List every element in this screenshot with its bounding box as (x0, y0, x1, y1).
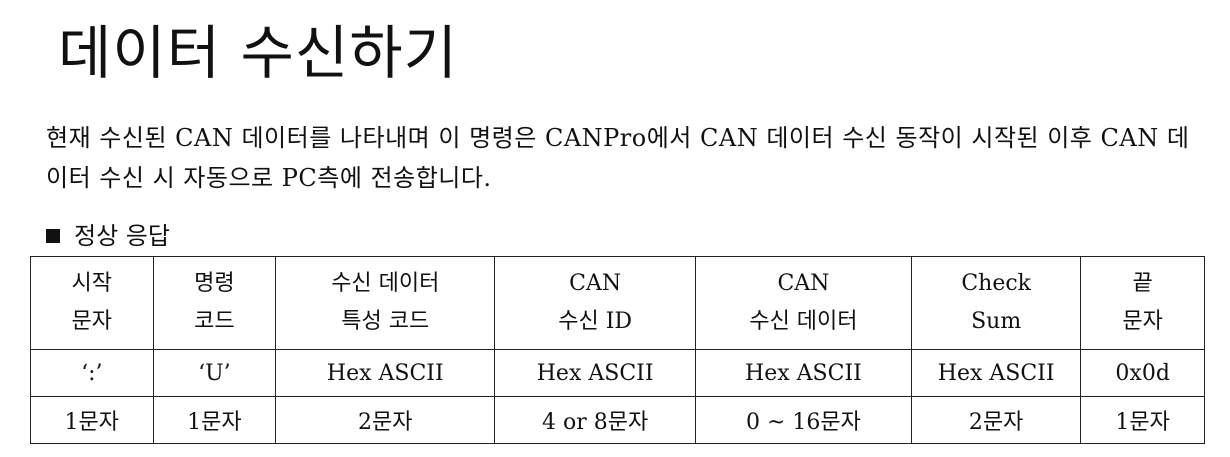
header-line: 수신 데이터 (331, 271, 440, 296)
length-cell: 2문자 (275, 396, 496, 444)
header-line: 끝 (1132, 271, 1153, 296)
table-row-format: ‘:’ ‘U’ Hex ASCII Hex ASCII Hex ASCII He… (30, 349, 1205, 397)
format-cell: ‘:’ (30, 349, 154, 397)
format-cell: Hex ASCII (275, 349, 496, 397)
header-line: Sum (971, 309, 1022, 334)
length-cell: 0 ~ 16문자 (694, 396, 912, 444)
length-cell: 4 or 8문자 (494, 396, 696, 444)
header-line: Check (961, 271, 1031, 296)
format-cell: Hex ASCII (910, 349, 1082, 397)
header-line: 코드 (194, 309, 235, 334)
square-bullet-icon (46, 229, 60, 243)
length-cell: 2문자 (910, 396, 1082, 444)
header-line: 문자 (71, 309, 113, 334)
table-row-length: 1문자 1문자 2문자 4 or 8문자 0 ~ 16문자 2문자 1문자 (30, 396, 1205, 444)
section-heading-label: 정상 응답 (74, 222, 170, 250)
format-cell: ‘U’ (152, 349, 277, 397)
header-line: CAN (777, 271, 830, 296)
length-cell: 1문자 (1080, 396, 1205, 444)
table-header-row: 시작 문자 명령 코드 수신 데이터 특성 코드 CAN 수신 ID CAN 수신 데이터… (30, 256, 1205, 350)
header-cell-can-id: CAN 수신 ID (494, 256, 696, 350)
header-cell-can-data: CAN 수신 데이터 (694, 256, 912, 350)
header-line: 수신 데이터 (749, 309, 858, 334)
page-title: 데이터 수신하기 (58, 19, 458, 87)
section-heading: 정상 응답 (46, 220, 170, 252)
format-cell: 0x0d (1080, 349, 1205, 397)
format-cell: Hex ASCII (494, 349, 696, 397)
header-line: 문자 (1122, 309, 1163, 334)
header-line: 수신 ID (558, 309, 633, 334)
header-line: 명령 (194, 271, 235, 296)
header-line: 시작 (71, 271, 113, 296)
length-cell: 1문자 (152, 396, 277, 444)
format-cell: Hex ASCII (694, 349, 912, 397)
header-line: 특성 코드 (341, 309, 430, 334)
length-cell: 1문자 (30, 396, 154, 444)
header-line: CAN (569, 271, 622, 296)
response-frame-table: 시작 문자 명령 코드 수신 데이터 특성 코드 CAN 수신 ID CAN 수신 데이터… (30, 256, 1205, 444)
header-cell-checksum: Check Sum (910, 256, 1082, 350)
description-paragraph: 현재 수신된 CAN 데이터를 나타내며 이 명령은 CANPro에서 CAN … (46, 124, 1190, 192)
